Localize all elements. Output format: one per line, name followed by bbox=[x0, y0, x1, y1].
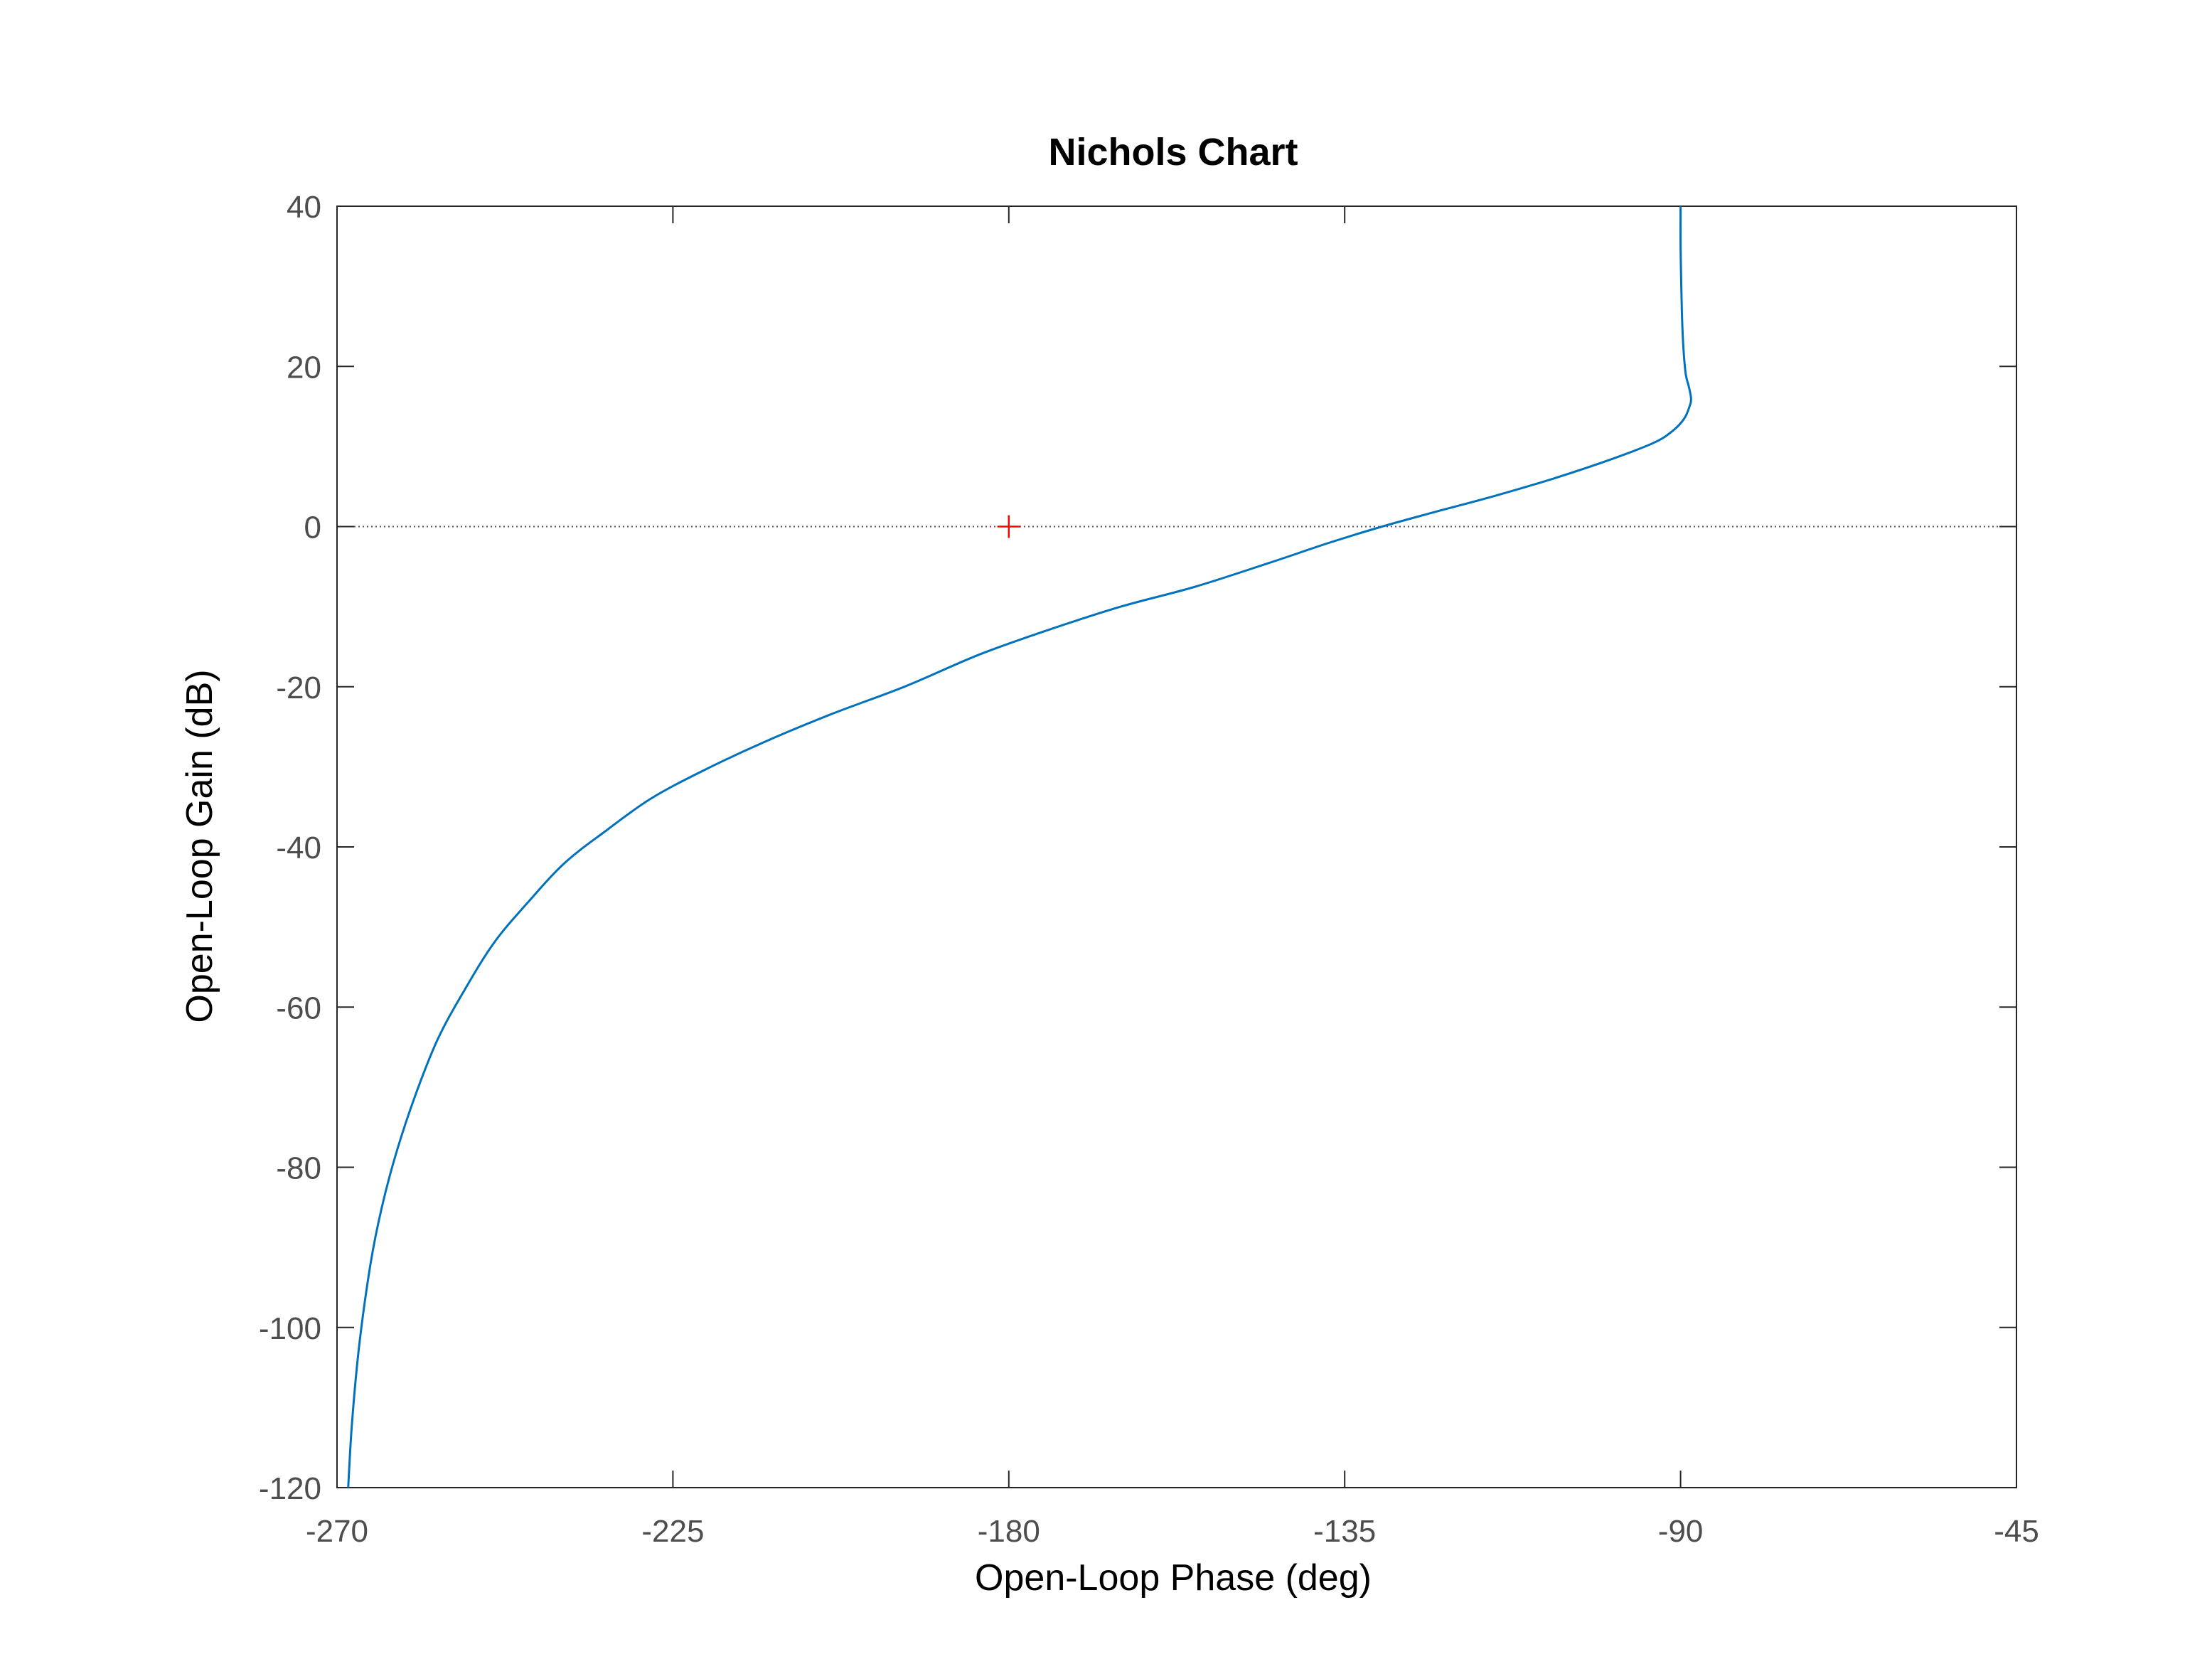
x-tick-label: -45 bbox=[1994, 1514, 2039, 1549]
y-tick-label: 40 bbox=[287, 190, 321, 225]
y-tick-label: 0 bbox=[304, 511, 321, 545]
y-tick-label: -80 bbox=[276, 1151, 321, 1186]
x-tick-label: -135 bbox=[1313, 1514, 1376, 1549]
y-tick-label: 20 bbox=[287, 350, 321, 385]
y-tick-label: -100 bbox=[259, 1311, 321, 1346]
x-tick-label: -90 bbox=[1658, 1514, 1704, 1549]
y-tick-label: -40 bbox=[276, 831, 321, 865]
y-tick-label: -60 bbox=[276, 991, 321, 1025]
x-tick-label: -270 bbox=[306, 1514, 368, 1549]
chart-title: Nichols Chart bbox=[1048, 131, 1298, 174]
y-axis-label: Open-Loop Gain (dB) bbox=[179, 669, 220, 1023]
x-tick-label: -180 bbox=[978, 1514, 1040, 1549]
y-tick-label: -20 bbox=[276, 671, 321, 705]
critical-point-marker bbox=[997, 515, 1020, 538]
y-tick-label: -120 bbox=[259, 1471, 321, 1506]
nichols-curve bbox=[347, 206, 1692, 1488]
plot-area: -270 -225 -180 -135 -90 -45 40 20 0 -20 -40 -60 -80 -… bbox=[259, 190, 2039, 1549]
x-axis-label: Open-Loop Phase (deg) bbox=[975, 1557, 1372, 1599]
x-tick-label: -225 bbox=[641, 1514, 704, 1549]
